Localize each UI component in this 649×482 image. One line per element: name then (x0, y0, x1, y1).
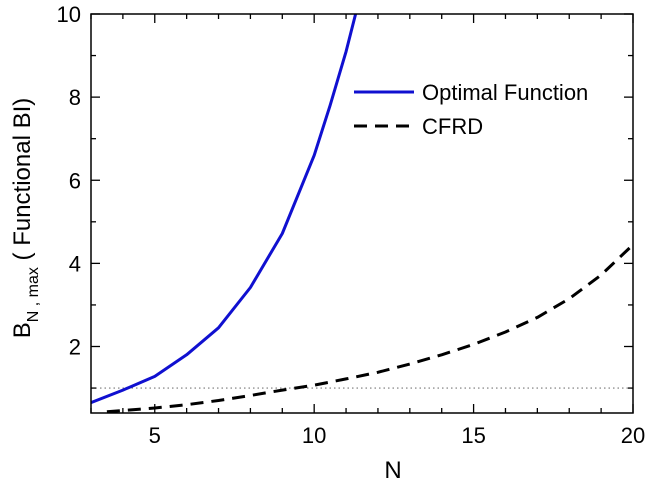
y-axis-label: BN , max ( Functional BI) (9, 98, 42, 339)
legend: Optimal Function CFRD (354, 80, 588, 139)
y-tick-label: 4 (69, 251, 81, 276)
x-tick-label: 20 (621, 423, 645, 448)
y-tick-label: 8 (69, 85, 81, 110)
y-axis-label-suffix: ( Functional BI) (9, 98, 36, 267)
series-line-cfrd (106, 243, 633, 413)
x-tick-label: 10 (302, 423, 326, 448)
y-tick-label: 6 (69, 168, 81, 193)
y-axis-label-main: B (9, 322, 36, 338)
x-tick-label: 5 (149, 423, 161, 448)
series-line-optimal-function (91, 14, 358, 404)
plot-area (91, 14, 633, 413)
plot-frame (90, 13, 634, 414)
legend-label-optimal-function: Optimal Function (422, 80, 588, 105)
y-tick-label: 10 (57, 2, 81, 27)
x-axis-label: N (384, 457, 401, 482)
x-tick-label: 15 (461, 423, 485, 448)
y-tick-label: 2 (69, 335, 81, 360)
axes: 5 10 15 20 2 4 6 8 10 (57, 2, 646, 448)
legend-label-cfrd: CFRD (422, 114, 483, 139)
y-axis-label-subscript: N , max (25, 267, 42, 322)
